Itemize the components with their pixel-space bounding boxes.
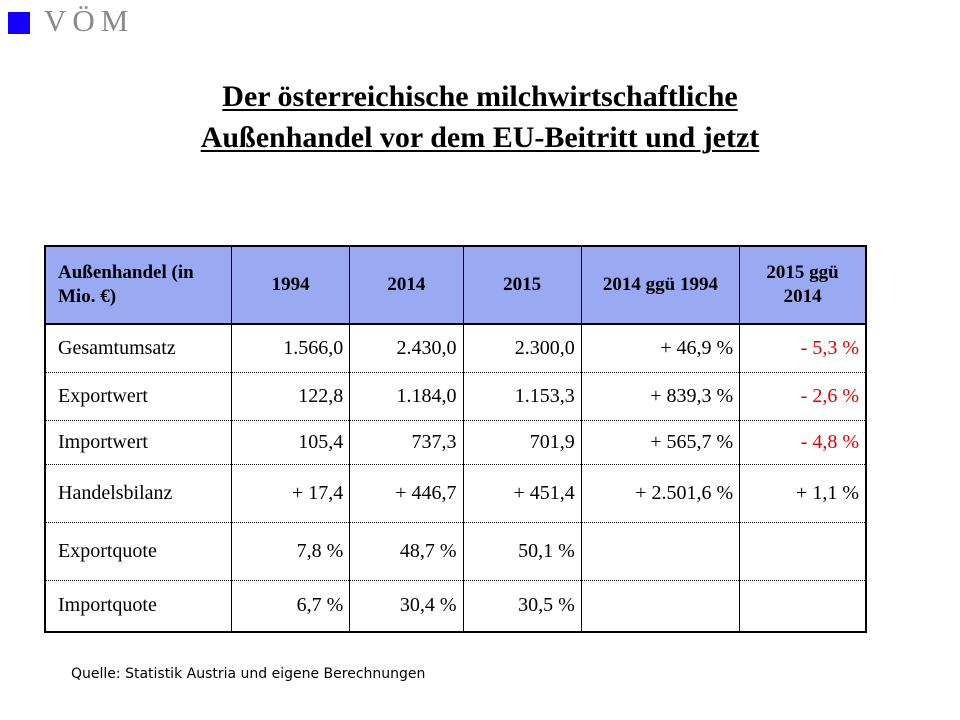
table-row: Gesamtumsatz 1.566,0 2.430,0 2.300,0 + 4… (45, 324, 866, 373)
title-line-1: Der österreichische milchwirtschaftliche (222, 80, 738, 113)
table-cell: 122,8 (230, 372, 350, 421)
header-change-2015: 2015 ggü 2014 (739, 246, 866, 325)
table-row: Importwert 105,4 737,3 701,9 + 565,7 % -… (45, 420, 866, 465)
table-cell: 1.184,0 (349, 372, 463, 421)
table-row: Importquote 6,7 % 30,4 % 30,5 % (45, 580, 866, 632)
table-cell (739, 580, 866, 632)
table-cell: + 17,4 (230, 464, 350, 523)
table-cell: 105,4 (230, 420, 350, 465)
table-row: Exportquote 7,8 % 48,7 % 50,1 % (45, 522, 866, 581)
row-label: Importwert (45, 420, 232, 465)
table-cell: + 2.501,6 % (580, 464, 740, 523)
table-cell: + 839,3 % (580, 372, 740, 421)
row-label: Handelsbilanz (45, 464, 232, 523)
trade-table: Außenhandel (in Mio. €) 1994 2014 2015 2… (44, 245, 867, 633)
table-cell: + 1,1 % (739, 464, 866, 523)
logo-square-icon (8, 12, 30, 34)
table-cell: - 4,8 % (739, 420, 866, 465)
table-cell: + 446,7 (349, 464, 463, 523)
table-cell: 6,7 % (230, 580, 350, 632)
row-label: Exportwert (45, 372, 232, 421)
table-cell: - 2,6 % (739, 372, 866, 421)
table-cell: 7,8 % (230, 522, 350, 581)
table-cell: 48,7 % (349, 522, 463, 581)
title-line-2: Außenhandel vor dem EU-Beitritt und jetz… (200, 121, 760, 154)
header-1994: 1994 (230, 246, 350, 325)
table-header-row: Außenhandel (in Mio. €) 1994 2014 2015 2… (45, 246, 866, 325)
table-cell: + 46,9 % (580, 324, 740, 373)
table-cell: 1.566,0 (230, 324, 350, 373)
table-cell: 30,4 % (349, 580, 463, 632)
header-2014: 2014 (349, 246, 463, 325)
table-cell: + 451,4 (462, 464, 582, 523)
table-cell: 701,9 (462, 420, 582, 465)
table-cell (580, 580, 740, 632)
table-cell: 2.300,0 (462, 324, 582, 373)
table-cell: - 5,3 % (739, 324, 866, 373)
table-cell (580, 522, 740, 581)
header-2015: 2015 (462, 246, 582, 325)
table-cell: 2.430,0 (349, 324, 463, 373)
table-row: Exportwert 122,8 1.184,0 1.153,3 + 839,3… (45, 372, 866, 421)
slide-title: Der österreichische milchwirtschaftliche… (0, 76, 960, 158)
table-cell: + 565,7 % (580, 420, 740, 465)
table-cell (739, 522, 866, 581)
table-cell: 737,3 (349, 420, 463, 465)
row-label: Gesamtumsatz (45, 324, 232, 373)
source-note: Quelle: Statistik Austria und eigene Ber… (71, 666, 426, 682)
header-change-2014: 2014 ggü 1994 (580, 246, 740, 325)
header-label: Außenhandel (in Mio. €) (45, 246, 232, 325)
row-label: Importquote (58, 594, 157, 617)
table-row: Handelsbilanz + 17,4 + 446,7 + 451,4 + 2… (45, 464, 866, 523)
table-cell: 30,5 % (462, 580, 582, 632)
table-cell: 1.153,3 (462, 372, 582, 421)
logo-text: VÖM (44, 3, 135, 38)
table-cell: 50,1 % (462, 522, 582, 581)
row-label: Exportquote (45, 522, 232, 581)
